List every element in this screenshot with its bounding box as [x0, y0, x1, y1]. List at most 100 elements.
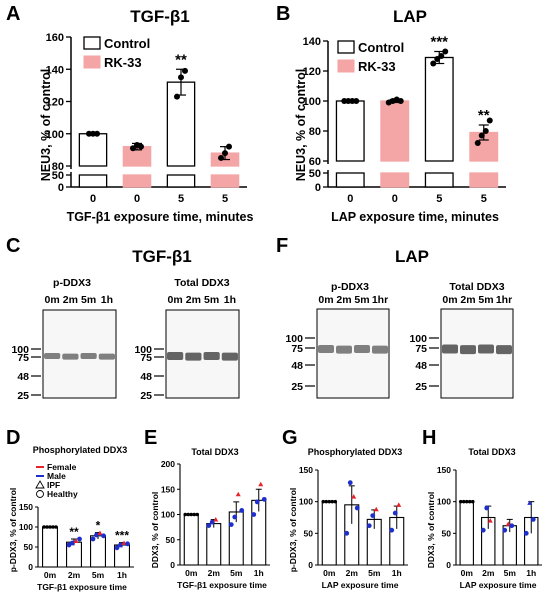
legend-swatch-control	[337, 40, 355, 54]
legend-label-male: Male	[47, 471, 66, 481]
data-point-triangle	[73, 538, 79, 543]
x-tick-label: 0m	[185, 568, 198, 578]
legend-label-rk33: RK-33	[104, 55, 142, 70]
x-tick-label: 0	[134, 193, 140, 205]
blot-f-right-label: Total DDX3	[449, 281, 504, 293]
lane-label: 0m	[442, 294, 457, 306]
data-point	[218, 154, 224, 161]
data-point	[397, 98, 404, 104]
data-point	[206, 523, 212, 529]
x-tick-label: 0	[392, 193, 398, 205]
protein-band	[221, 352, 238, 361]
protein-band	[336, 345, 352, 354]
x-tick-label: 1h	[254, 568, 264, 578]
protein-band	[44, 353, 61, 359]
data-point	[45, 525, 49, 529]
y-tick-label: 140	[46, 64, 64, 76]
y-tick-label: 160	[46, 32, 64, 44]
blot-f-left-label: p-DDX3	[331, 281, 369, 293]
y-tick-label: 0	[315, 182, 321, 194]
legend-label-control: Control	[358, 40, 404, 55]
x-tick-label: 0m	[323, 568, 336, 578]
x-tick-label: 5m	[230, 568, 243, 578]
chart-b-ylabel: NEU3, % of control	[294, 69, 308, 182]
data-point	[178, 74, 184, 81]
chart-h-ylabel: DDX3, % of control	[426, 492, 436, 569]
chart-a-title: TGF-β1	[130, 7, 189, 26]
y-tick-label: 100	[299, 497, 313, 507]
data-point	[392, 510, 398, 516]
blot-c-title: TGF-β1	[132, 247, 191, 266]
data-point	[222, 150, 228, 157]
y-tick-label: 50	[52, 170, 64, 182]
bar-lower-segment	[210, 174, 240, 188]
data-point	[90, 536, 96, 542]
legend-label-healthy: Healthy	[47, 489, 78, 499]
y-tick-label: 0	[28, 562, 33, 572]
y-tick-label: 0	[170, 560, 175, 570]
marker-label: 25	[140, 390, 152, 402]
x-tick-label: 0	[90, 193, 96, 205]
x-tick-label: 0	[347, 193, 353, 205]
data-point	[118, 542, 123, 548]
bar-lower-segment	[424, 172, 454, 188]
data-point	[114, 545, 120, 551]
bar-lower-segment	[78, 174, 108, 188]
data-point	[70, 540, 75, 546]
y-tick-label: 120	[303, 66, 321, 78]
x-tick-label: 2m	[346, 568, 359, 578]
data-point	[464, 499, 469, 504]
protein-band	[185, 352, 202, 361]
bar-lower-segment	[166, 174, 196, 188]
y-tick-label: 50	[442, 528, 452, 538]
y-tick-label: 80	[52, 161, 64, 173]
y-tick-label: 120	[46, 97, 64, 109]
chart-h-plot: 0 50 100 150 0m 2m 5m 1h	[437, 465, 542, 578]
protein-band	[354, 345, 370, 353]
legend-swatch-rk33	[83, 55, 101, 69]
significance-label: **	[69, 525, 79, 539]
triangle-icon	[35, 480, 45, 489]
protein-band	[203, 352, 220, 360]
y-tick-label: 50	[309, 168, 321, 180]
protein-band	[80, 353, 97, 359]
lane-label: 0m	[318, 294, 333, 306]
chart-d-legend: Female Male IPF Healthy	[35, 462, 78, 499]
bar	[183, 513, 199, 566]
marker-label: 75	[415, 343, 427, 355]
bar-lower-segment	[122, 174, 152, 188]
marker-label: 75	[17, 352, 29, 364]
x-tick-label: 2m	[208, 568, 221, 578]
data-point	[442, 48, 449, 55]
data-point	[523, 530, 529, 536]
lane-label: 5m	[478, 294, 493, 306]
data-point	[51, 525, 55, 529]
marker-label: 25	[17, 390, 29, 402]
y-tick-label: 60	[309, 156, 321, 168]
legend-swatch-control	[83, 36, 101, 50]
data-point	[327, 499, 332, 504]
protein-band	[98, 353, 115, 360]
data-point	[333, 499, 338, 504]
significance-label: ***	[115, 529, 129, 543]
marker-label: 75	[140, 352, 152, 364]
bar	[380, 100, 410, 162]
data-point	[474, 140, 481, 146]
data-point	[486, 117, 493, 124]
protein-band	[167, 352, 184, 360]
protein-band	[478, 344, 494, 354]
blot-c-right-label: Total DDX3	[174, 277, 229, 289]
lane-label: 2m	[336, 294, 351, 306]
lane-label: 2m	[186, 294, 201, 306]
data-point	[482, 128, 489, 134]
bar-lower-segment	[335, 172, 365, 188]
legend-swatch-rk33	[337, 59, 355, 73]
marker-label: 48	[415, 360, 427, 372]
significance-label: ***	[430, 34, 448, 51]
x-tick-label: 0m	[44, 570, 57, 580]
data-point	[195, 512, 200, 517]
lane-label: 1h	[224, 294, 236, 306]
data-point	[438, 53, 445, 59]
